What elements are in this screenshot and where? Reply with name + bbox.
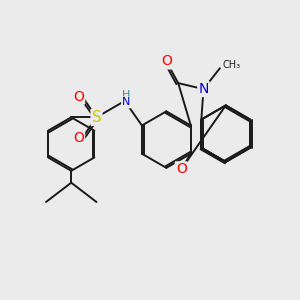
Text: CH₃: CH₃	[223, 60, 241, 70]
Text: H: H	[122, 90, 130, 100]
Text: N: N	[122, 98, 130, 107]
Text: O: O	[161, 54, 172, 68]
Text: O: O	[73, 89, 84, 103]
Text: O: O	[176, 162, 187, 176]
Text: S: S	[92, 110, 101, 125]
Text: N: N	[198, 82, 209, 96]
Text: O: O	[73, 131, 84, 145]
